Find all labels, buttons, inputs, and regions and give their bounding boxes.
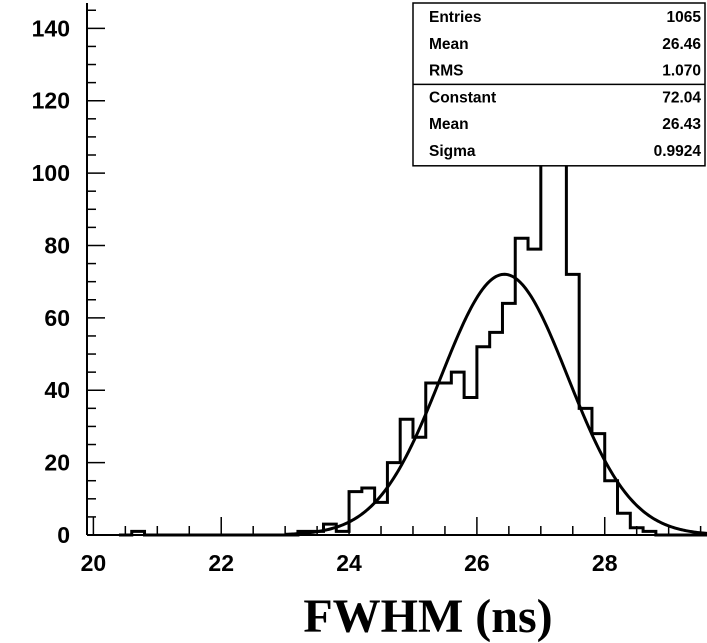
histogram-bin	[502, 303, 515, 535]
histogram-bin	[605, 481, 618, 535]
stats-label: Mean	[429, 116, 469, 133]
x-tick-label: 26	[464, 550, 490, 576]
histogram-bin	[413, 437, 426, 535]
stats-value: 26.43	[662, 116, 701, 133]
stats-value: 0.9924	[654, 143, 702, 160]
x-tick-label: 20	[81, 550, 107, 576]
stats-value: 72.04	[662, 89, 701, 106]
y-tick-label: 40	[44, 377, 70, 403]
histogram-outline	[118, 139, 707, 537]
stats-label: RMS	[429, 63, 463, 80]
stats-value: 26.46	[662, 36, 701, 53]
histogram-bin	[451, 372, 464, 535]
stats-label: Mean	[429, 36, 469, 53]
histogram-bars	[118, 139, 707, 537]
y-tick-label: 120	[32, 88, 70, 114]
gaussian-fit	[285, 272, 707, 536]
x-tick-label: 28	[592, 550, 618, 576]
histogram-bin	[439, 383, 452, 535]
y-tick-label: 20	[44, 450, 70, 476]
x-tick-label: 24	[336, 550, 362, 576]
y-tick-label: 140	[32, 15, 70, 41]
stats-label: Constant	[429, 89, 496, 106]
y-tick-label: 80	[44, 232, 70, 258]
stats-box: Entries 1065 Mean 26.46 RMS 1.070 Constant 72.0…	[412, 2, 706, 167]
histogram-bin	[618, 513, 631, 535]
stats-value: 1.070	[662, 63, 701, 80]
y-tick-label: 0	[57, 522, 70, 548]
histogram-bin	[541, 155, 554, 535]
stats-label: Sigma	[429, 143, 476, 160]
histogram-bin	[490, 332, 503, 535]
stats-label: Entries	[429, 9, 482, 26]
axes: 20 22 24 26 28 0 20 40 60 80 100 120 140	[32, 3, 707, 576]
x-axis-title: FWHM (ns)	[303, 590, 552, 643]
histogram-bin	[464, 397, 477, 535]
y-tick-label: 100	[32, 160, 70, 186]
stats-value: 1065	[667, 9, 702, 26]
histogram-bin	[477, 347, 490, 535]
fit-curve	[285, 272, 707, 536]
histogram-bin	[566, 274, 579, 535]
histogram-bin	[554, 141, 567, 535]
histogram-bin	[400, 419, 413, 535]
y-tick-label: 60	[44, 305, 70, 331]
histogram-bin	[349, 492, 362, 535]
x-tick-label: 22	[208, 550, 234, 576]
